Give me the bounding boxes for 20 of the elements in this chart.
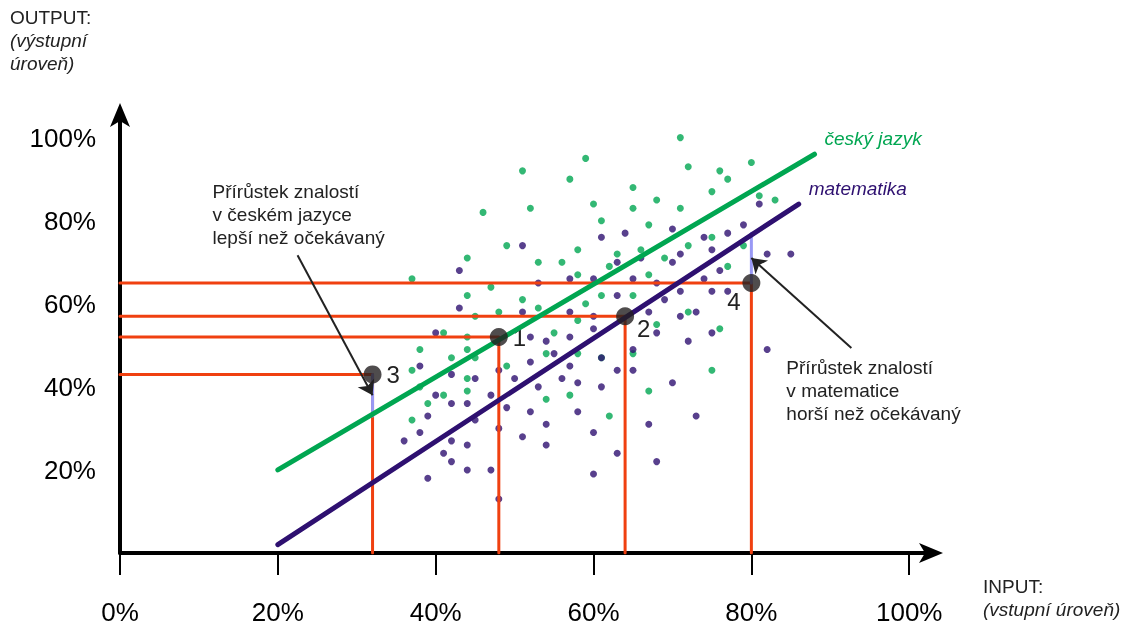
x-tick-label: 0%	[101, 597, 139, 627]
y-tick-label: 40%	[43, 371, 96, 402]
annotation: 3	[386, 360, 400, 388]
series-label: český jazyk	[824, 127, 924, 149]
x-tick-label: 40%	[409, 597, 462, 627]
annotation: Přírůstek znalostí v českém jazyce lepší než očekávaný	[212, 181, 386, 249]
series-label: matematika	[808, 177, 907, 199]
annotation: 4	[727, 287, 741, 315]
x-tick-label: 60%	[567, 597, 620, 627]
x-tick-label: 20%	[251, 597, 304, 627]
y-tick-label: 60%	[43, 288, 96, 319]
y-tick-label: 20%	[43, 454, 96, 485]
annotation: 2	[637, 314, 651, 342]
x-axis-title: INPUT: (vstupní úroveň)	[983, 576, 1121, 620]
y-tick-label: 80%	[43, 205, 96, 236]
x-tick-label: 100%	[875, 597, 943, 627]
y-axis-title: OUTPUT: (výstupní úroveň)	[10, 7, 92, 74]
annotation: Přírůstek znalostí v matematice horší než očekávaný	[786, 357, 962, 425]
x-tick-label: 80%	[725, 597, 778, 627]
y-tick-label: 100%	[29, 122, 96, 153]
